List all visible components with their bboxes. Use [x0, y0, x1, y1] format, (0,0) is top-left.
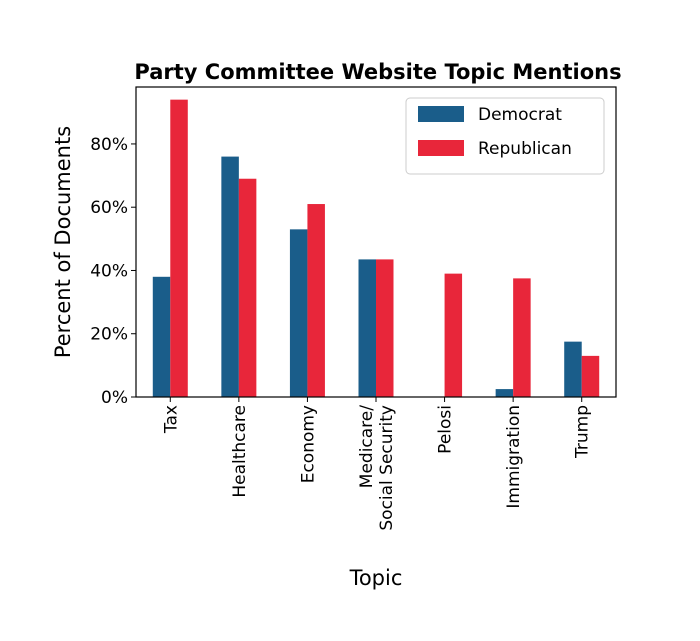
bars-group	[152, 99, 600, 397]
x-tick-label: Tax	[161, 405, 181, 434]
x-tick-label: Social Security	[377, 405, 397, 531]
x-axis-ticks: Tax Healthcare Economy Medicare/Social Secu…	[161, 397, 593, 531]
x-tick-label: Trump	[573, 405, 593, 459]
bar-democrat-0	[152, 276, 171, 397]
x-axis-label: Topic	[349, 566, 403, 590]
bar-republican-2	[307, 204, 325, 397]
bar-democrat-5	[495, 389, 514, 397]
legend-swatch-republican	[418, 140, 464, 156]
legend: Democrat Republican	[405, 97, 605, 175]
x-tick-label: Medicare/	[357, 405, 377, 488]
y-tick-label: 40%	[90, 261, 128, 281]
bar-republican-1	[238, 178, 257, 397]
legend-swatch-democrat	[418, 106, 464, 122]
y-tick-label: 80%	[90, 135, 128, 155]
bar-republican-3	[376, 259, 394, 397]
x-tick-label: Immigration	[504, 405, 524, 509]
bar-democrat-6	[564, 341, 582, 397]
legend-label-republican: Republican	[478, 139, 572, 159]
y-tick-label: 20%	[90, 325, 128, 345]
legend-items: Democrat Republican	[418, 105, 572, 159]
bar-republican-0	[170, 99, 188, 397]
legend-label-democrat: Democrat	[478, 105, 562, 125]
x-tick-label: Pelosi	[436, 405, 456, 454]
y-tick-label: 0%	[101, 388, 128, 408]
plot-frame	[135, 86, 617, 398]
y-tick-label: 60%	[90, 198, 128, 218]
bar-republican-5	[513, 278, 531, 397]
y-axis-label: Percent of Documents	[51, 126, 75, 358]
bar-democrat-1	[221, 156, 239, 397]
bar-republican-4	[444, 273, 463, 397]
bar-democrat-2	[289, 229, 308, 397]
y-axis-ticks: 0% 20% 40% 60% 80%	[90, 135, 136, 408]
bar-republican-6	[581, 355, 600, 397]
x-tick-label: Healthcare	[230, 405, 250, 498]
x-tick-label: Economy	[298, 405, 318, 483]
bar-democrat-3	[358, 259, 376, 397]
chart-title: Party Committee Website Topic Mentions	[134, 60, 621, 84]
